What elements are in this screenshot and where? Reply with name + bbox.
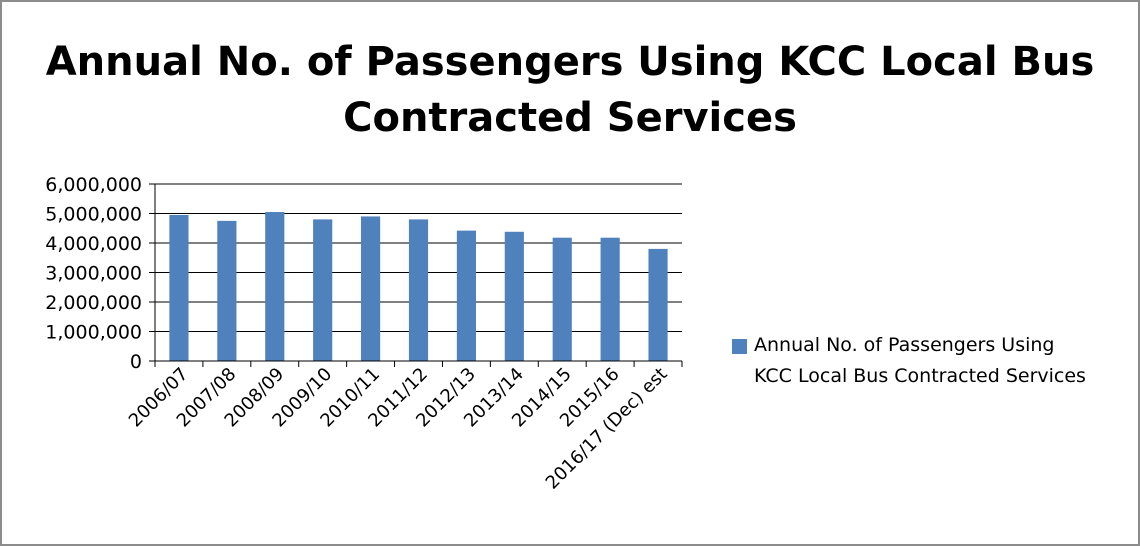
y-tick-label: 0 bbox=[130, 351, 142, 373]
legend-swatch bbox=[732, 339, 747, 354]
bar bbox=[169, 214, 189, 361]
bar bbox=[313, 219, 333, 361]
legend-label-line-1: Annual No. of Passengers Using bbox=[754, 334, 1055, 356]
bar bbox=[217, 220, 237, 361]
bar bbox=[648, 248, 668, 361]
y-tick-label: 5,000,000 bbox=[45, 204, 142, 226]
bar bbox=[600, 237, 620, 361]
bar bbox=[265, 212, 285, 361]
chart-title: Annual No. of Passengers Using KCC Local… bbox=[0, 34, 1140, 146]
y-tick-label: 2,000,000 bbox=[45, 292, 142, 314]
chart-title-line-1: Annual No. of Passengers Using KCC Local… bbox=[45, 39, 1095, 85]
bar bbox=[552, 237, 572, 361]
y-tick-label: 6,000,000 bbox=[45, 174, 142, 196]
legend-label-line-2: KCC Local Bus Contracted Services bbox=[754, 365, 1086, 387]
chart-title-line-2: Contracted Services bbox=[343, 95, 797, 141]
legend-label: Annual No. of Passengers Using KCC Local… bbox=[754, 330, 1134, 392]
bar bbox=[361, 216, 381, 361]
y-tick-label: 1,000,000 bbox=[45, 322, 142, 344]
bar bbox=[504, 231, 524, 361]
bars bbox=[169, 212, 668, 361]
y-tick-label: 3,000,000 bbox=[45, 263, 142, 285]
bar bbox=[456, 230, 476, 361]
y-tick-label: 4,000,000 bbox=[45, 233, 142, 255]
bar bbox=[408, 219, 429, 361]
y-tick-labels: 0 1,000,000 2,000,000 3,000,000 4,000,000 5,0… bbox=[45, 174, 142, 373]
axes bbox=[149, 183, 683, 367]
x-tick-labels: 2006/072007/082008/092009/102010/112011/… bbox=[125, 364, 672, 494]
